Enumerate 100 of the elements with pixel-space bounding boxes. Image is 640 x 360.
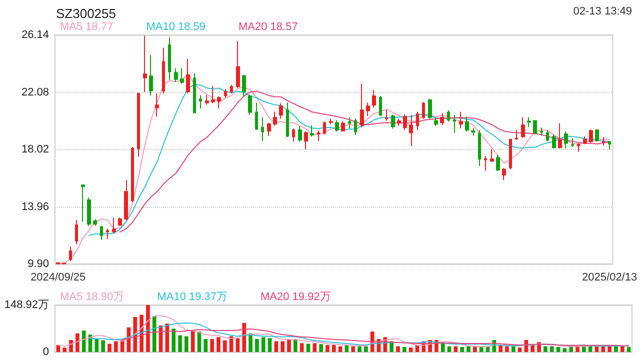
candlestick	[428, 98, 432, 120]
bar	[204, 339, 208, 352]
y-tick-label: 148.92万	[4, 299, 49, 311]
candlestick	[490, 148, 494, 162]
candlestick	[434, 117, 438, 126]
bar	[518, 348, 522, 352]
candlestick	[583, 136, 587, 145]
candlestick	[440, 112, 444, 126]
candlestick	[168, 36, 171, 80]
bar	[261, 337, 266, 352]
text: 02-13 13:49	[573, 6, 632, 18]
chart-title: SZ300255	[56, 6, 116, 21]
candlestick	[230, 84, 233, 94]
candlestick	[509, 138, 512, 170]
bar	[396, 346, 400, 352]
bar	[556, 346, 560, 352]
candlestick	[112, 217, 116, 234]
candlestick	[471, 127, 475, 136]
text: MA20 19.92万	[260, 291, 331, 303]
bar	[594, 346, 599, 352]
bar	[326, 345, 330, 352]
bar	[242, 322, 246, 352]
bar	[146, 305, 150, 352]
bar	[152, 316, 156, 352]
candlestick	[533, 120, 537, 135]
candlestick	[255, 102, 258, 131]
bar	[101, 340, 106, 352]
bar	[550, 346, 554, 352]
bar	[562, 348, 567, 352]
candlestick	[329, 118, 333, 125]
candlestick	[366, 102, 370, 116]
bar	[300, 343, 304, 352]
line-series	[122, 328, 630, 346]
bar	[69, 340, 73, 352]
candlestick	[199, 94, 202, 109]
bar	[172, 328, 176, 352]
candlestick	[273, 111, 277, 126]
candlestick	[248, 94, 252, 116]
candlestick	[496, 154, 500, 172]
candlestick	[174, 68, 178, 83]
bar	[505, 346, 509, 352]
y-tick-label: 0	[42, 346, 49, 358]
candlestick	[267, 122, 271, 136]
candlestick	[577, 142, 580, 152]
bar	[82, 330, 86, 352]
bar	[530, 345, 535, 352]
candlestick	[87, 197, 91, 226]
candlestick	[602, 136, 605, 146]
candlestick	[118, 216, 122, 226]
bar	[408, 348, 413, 352]
bar	[190, 330, 195, 352]
candlestick	[236, 40, 240, 88]
candlestick	[385, 110, 388, 122]
candlestick	[564, 130, 568, 149]
candlestick	[292, 128, 295, 142]
bar	[473, 346, 477, 352]
candlestick	[149, 54, 153, 96]
candlestick	[224, 88, 227, 98]
bar	[293, 339, 298, 352]
candlestick	[521, 116, 525, 138]
candlestick	[298, 125, 302, 142]
candlestick	[459, 111, 463, 129]
candlestick	[360, 83, 364, 128]
candlestick	[124, 179, 128, 221]
bar	[626, 346, 631, 352]
bar	[460, 346, 464, 352]
candlestick	[131, 146, 134, 202]
bar	[216, 337, 220, 352]
candlestick	[515, 130, 518, 140]
bar	[358, 346, 362, 352]
candlestick	[502, 168, 506, 180]
candlestick	[552, 134, 556, 149]
candlestick	[217, 96, 221, 109]
text: MA5 18.90万	[60, 291, 124, 303]
candlestick	[546, 130, 549, 142]
bar	[133, 316, 138, 352]
bar	[114, 341, 118, 352]
candlestick	[348, 116, 351, 129]
candlestick	[106, 228, 109, 240]
bar	[319, 344, 323, 352]
candlestick	[75, 220, 78, 245]
bar	[76, 333, 80, 352]
bar	[236, 338, 240, 352]
candlestick	[137, 92, 140, 158]
candlestick	[155, 92, 159, 118]
bar	[402, 346, 406, 352]
candlestick	[397, 118, 401, 126]
candlestick	[341, 121, 345, 132]
candlestick	[484, 155, 487, 172]
candlestick	[422, 101, 425, 120]
y-tick-label: 26.14	[21, 29, 49, 41]
candlestick	[69, 246, 72, 262]
bar	[466, 346, 470, 352]
bar	[140, 314, 144, 352]
candlestick	[478, 130, 481, 166]
bar	[364, 346, 368, 352]
bar	[479, 346, 484, 352]
candlestick	[379, 96, 382, 116]
bar	[351, 346, 356, 352]
bar	[312, 343, 317, 352]
